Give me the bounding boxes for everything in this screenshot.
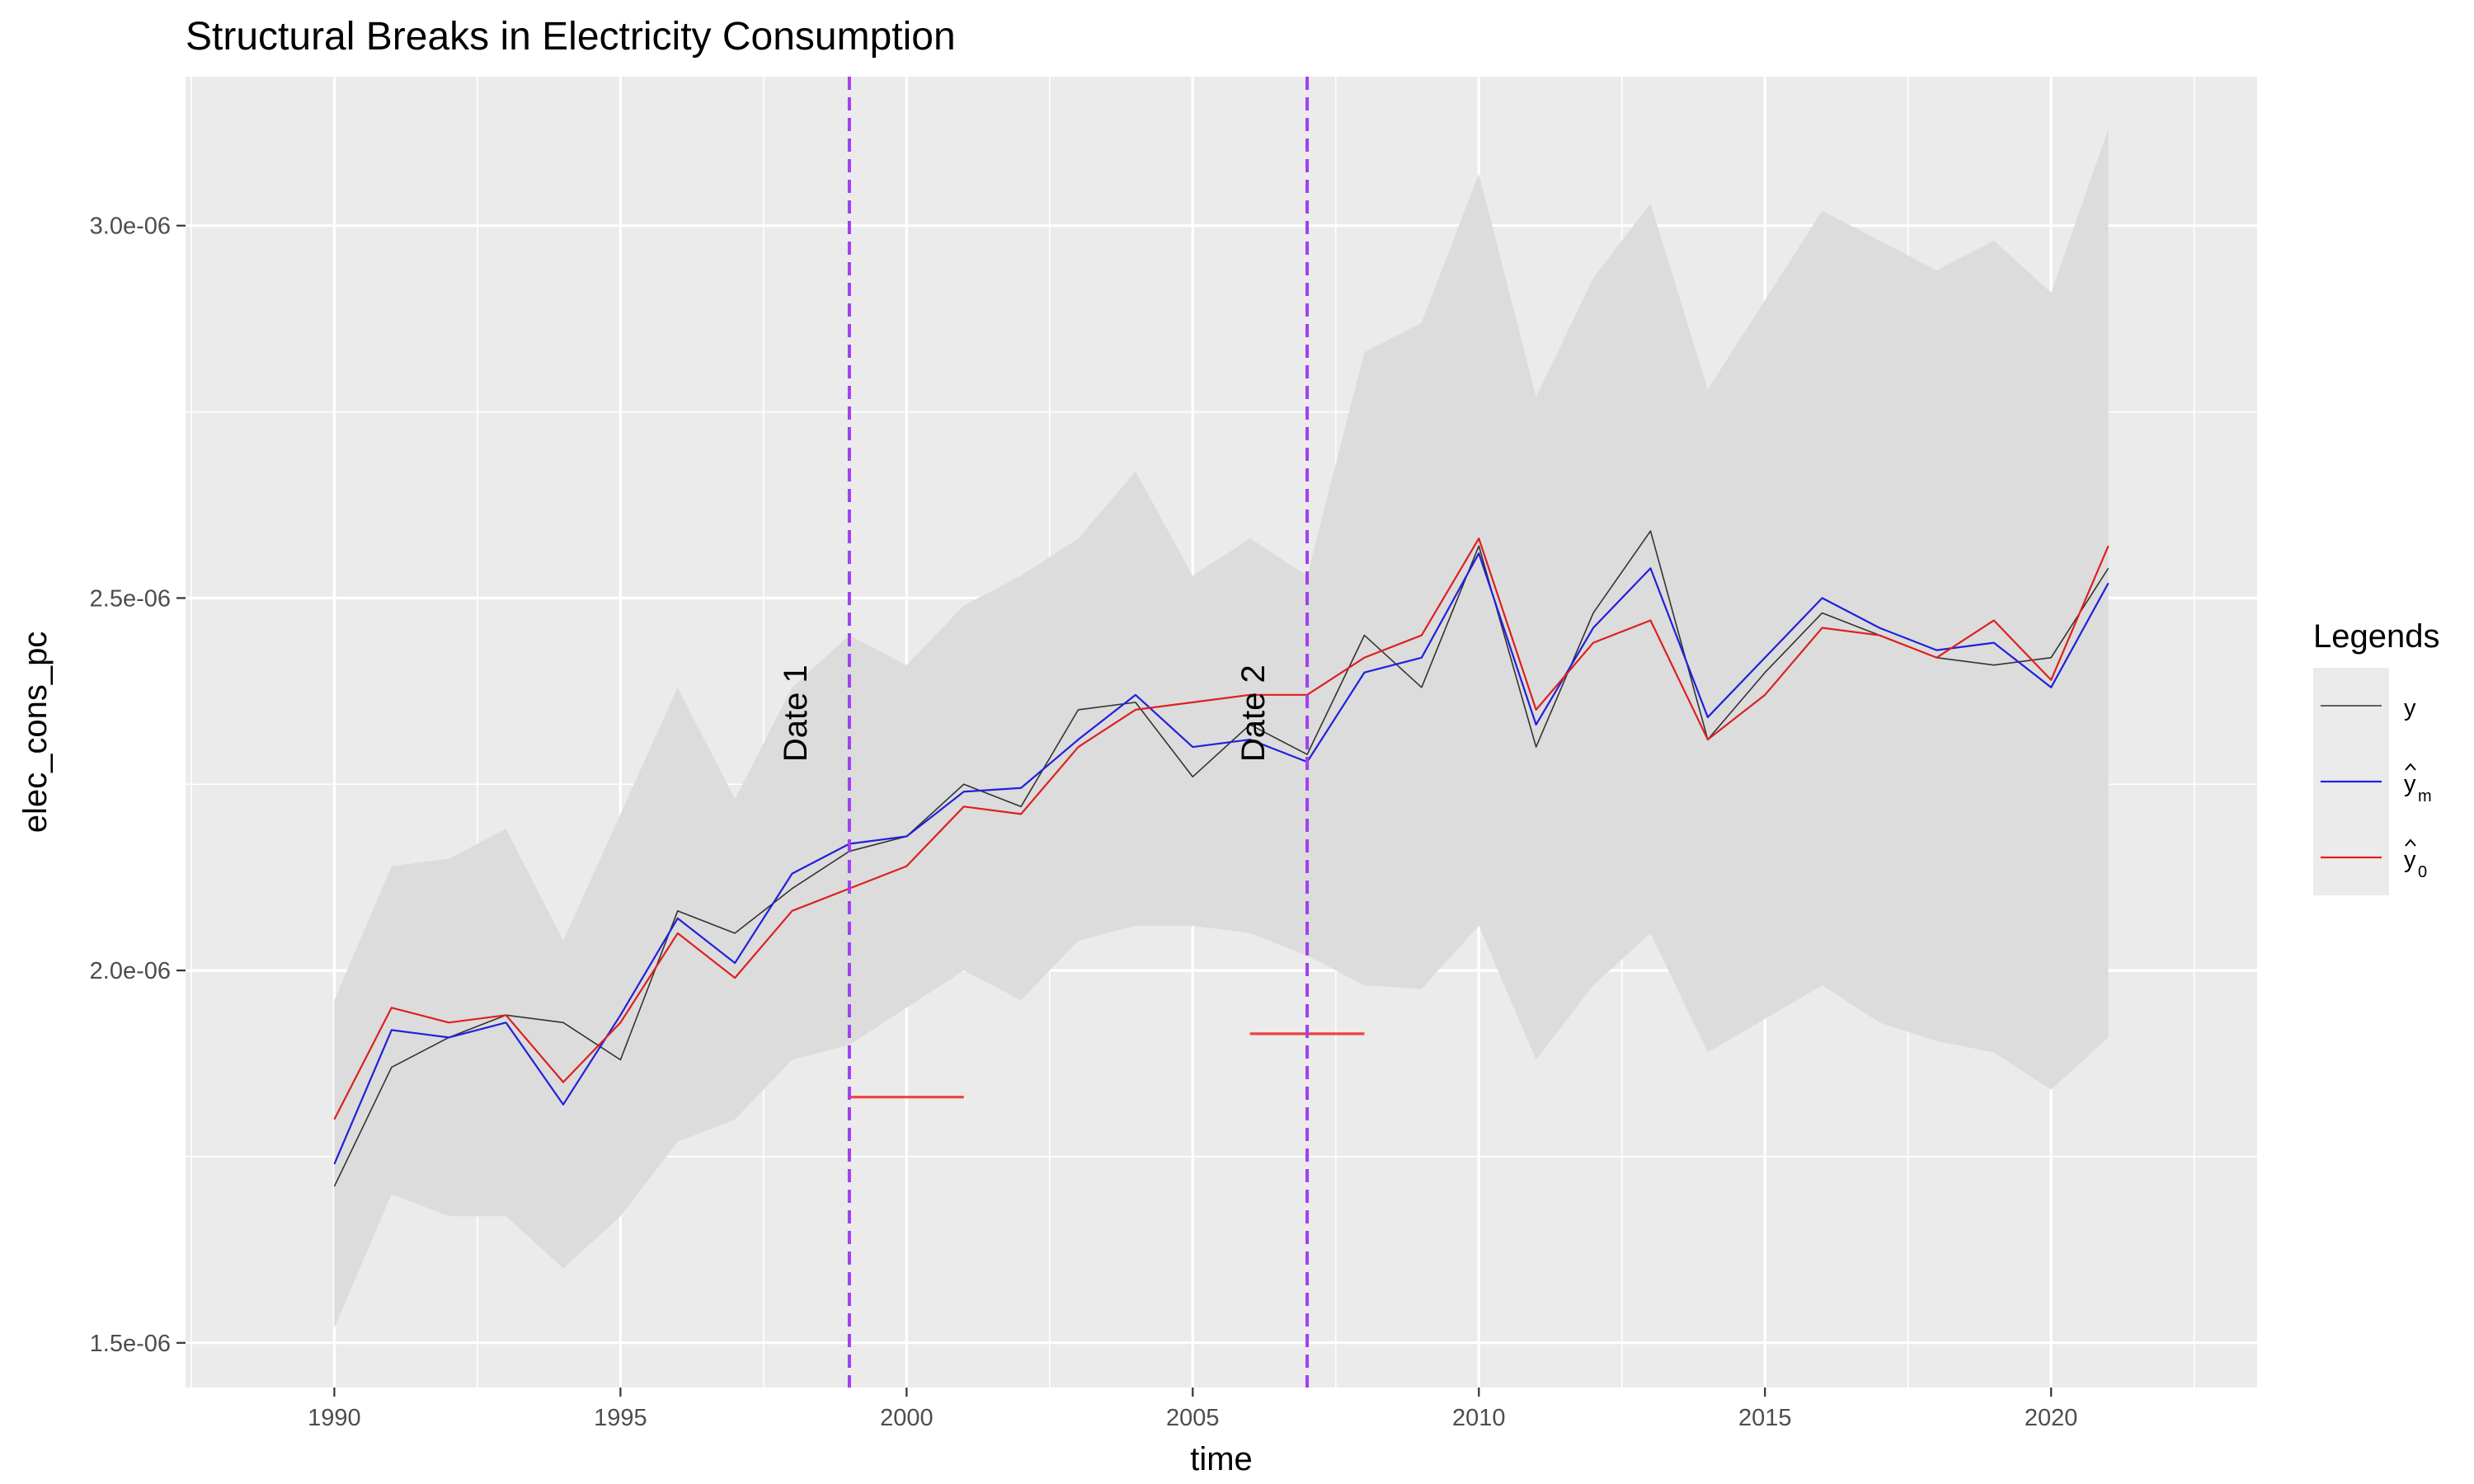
x-tick-label: 2020	[2025, 1405, 2078, 1431]
legend-hat-icon	[2405, 763, 2416, 771]
legend: Legends yy my 0	[2313, 618, 2439, 895]
break-lines	[847, 77, 1310, 1388]
y-tick-label: 1.5e-06	[90, 1331, 171, 1357]
legend-hat-icon	[2405, 838, 2416, 847]
legend-items: yy my 0	[2313, 668, 2432, 895]
legend-label-y_0_hat: y	[2404, 847, 2416, 873]
legend-sub-y_m_hat: m	[2418, 787, 2432, 805]
break-label-1: Date 1	[778, 665, 814, 762]
x-tick-label: 2015	[1738, 1405, 1792, 1431]
confidence-band	[334, 129, 2109, 1328]
x-axis: 1990 1995 2000 2005 2010 2015 2020	[308, 1388, 2077, 1431]
x-axis-title: time	[1190, 1441, 1253, 1477]
y-tick-label: 2.0e-06	[90, 958, 171, 984]
y-axis: 1.5e-06 2.0e-06 2.5e-06 3.0e-06	[90, 214, 186, 1357]
x-tick-label: 2010	[1452, 1405, 1506, 1431]
series-line-y_0_hat	[333, 538, 2109, 1120]
legend-label-y: y	[2404, 695, 2416, 721]
legend-sub-y_0_hat: 0	[2418, 863, 2427, 881]
x-tick-label: 2005	[1166, 1405, 1220, 1431]
series-line-y_m_hat	[333, 552, 2109, 1165]
break-annotations: Date 1 Date 2	[778, 665, 1272, 762]
x-tick-label: 2000	[880, 1405, 934, 1431]
x-tick-label: 1995	[594, 1405, 647, 1431]
chart-title: Structural Breaks in Electricity Consump…	[186, 15, 956, 59]
y-axis-title: elec_cons_pc	[17, 632, 54, 834]
break-label-2: Date 2	[1235, 665, 1272, 762]
y-tick-label: 2.5e-06	[90, 585, 171, 612]
x-tick-label: 1990	[308, 1405, 361, 1431]
series-lines	[333, 530, 2109, 1187]
series-line-y	[333, 530, 2109, 1187]
legend-label-y_m_hat: y	[2404, 771, 2416, 797]
y-tick-label: 3.0e-06	[90, 214, 171, 240]
legend-title: Legends	[2313, 618, 2439, 655]
ribbon-band	[334, 129, 2109, 1328]
